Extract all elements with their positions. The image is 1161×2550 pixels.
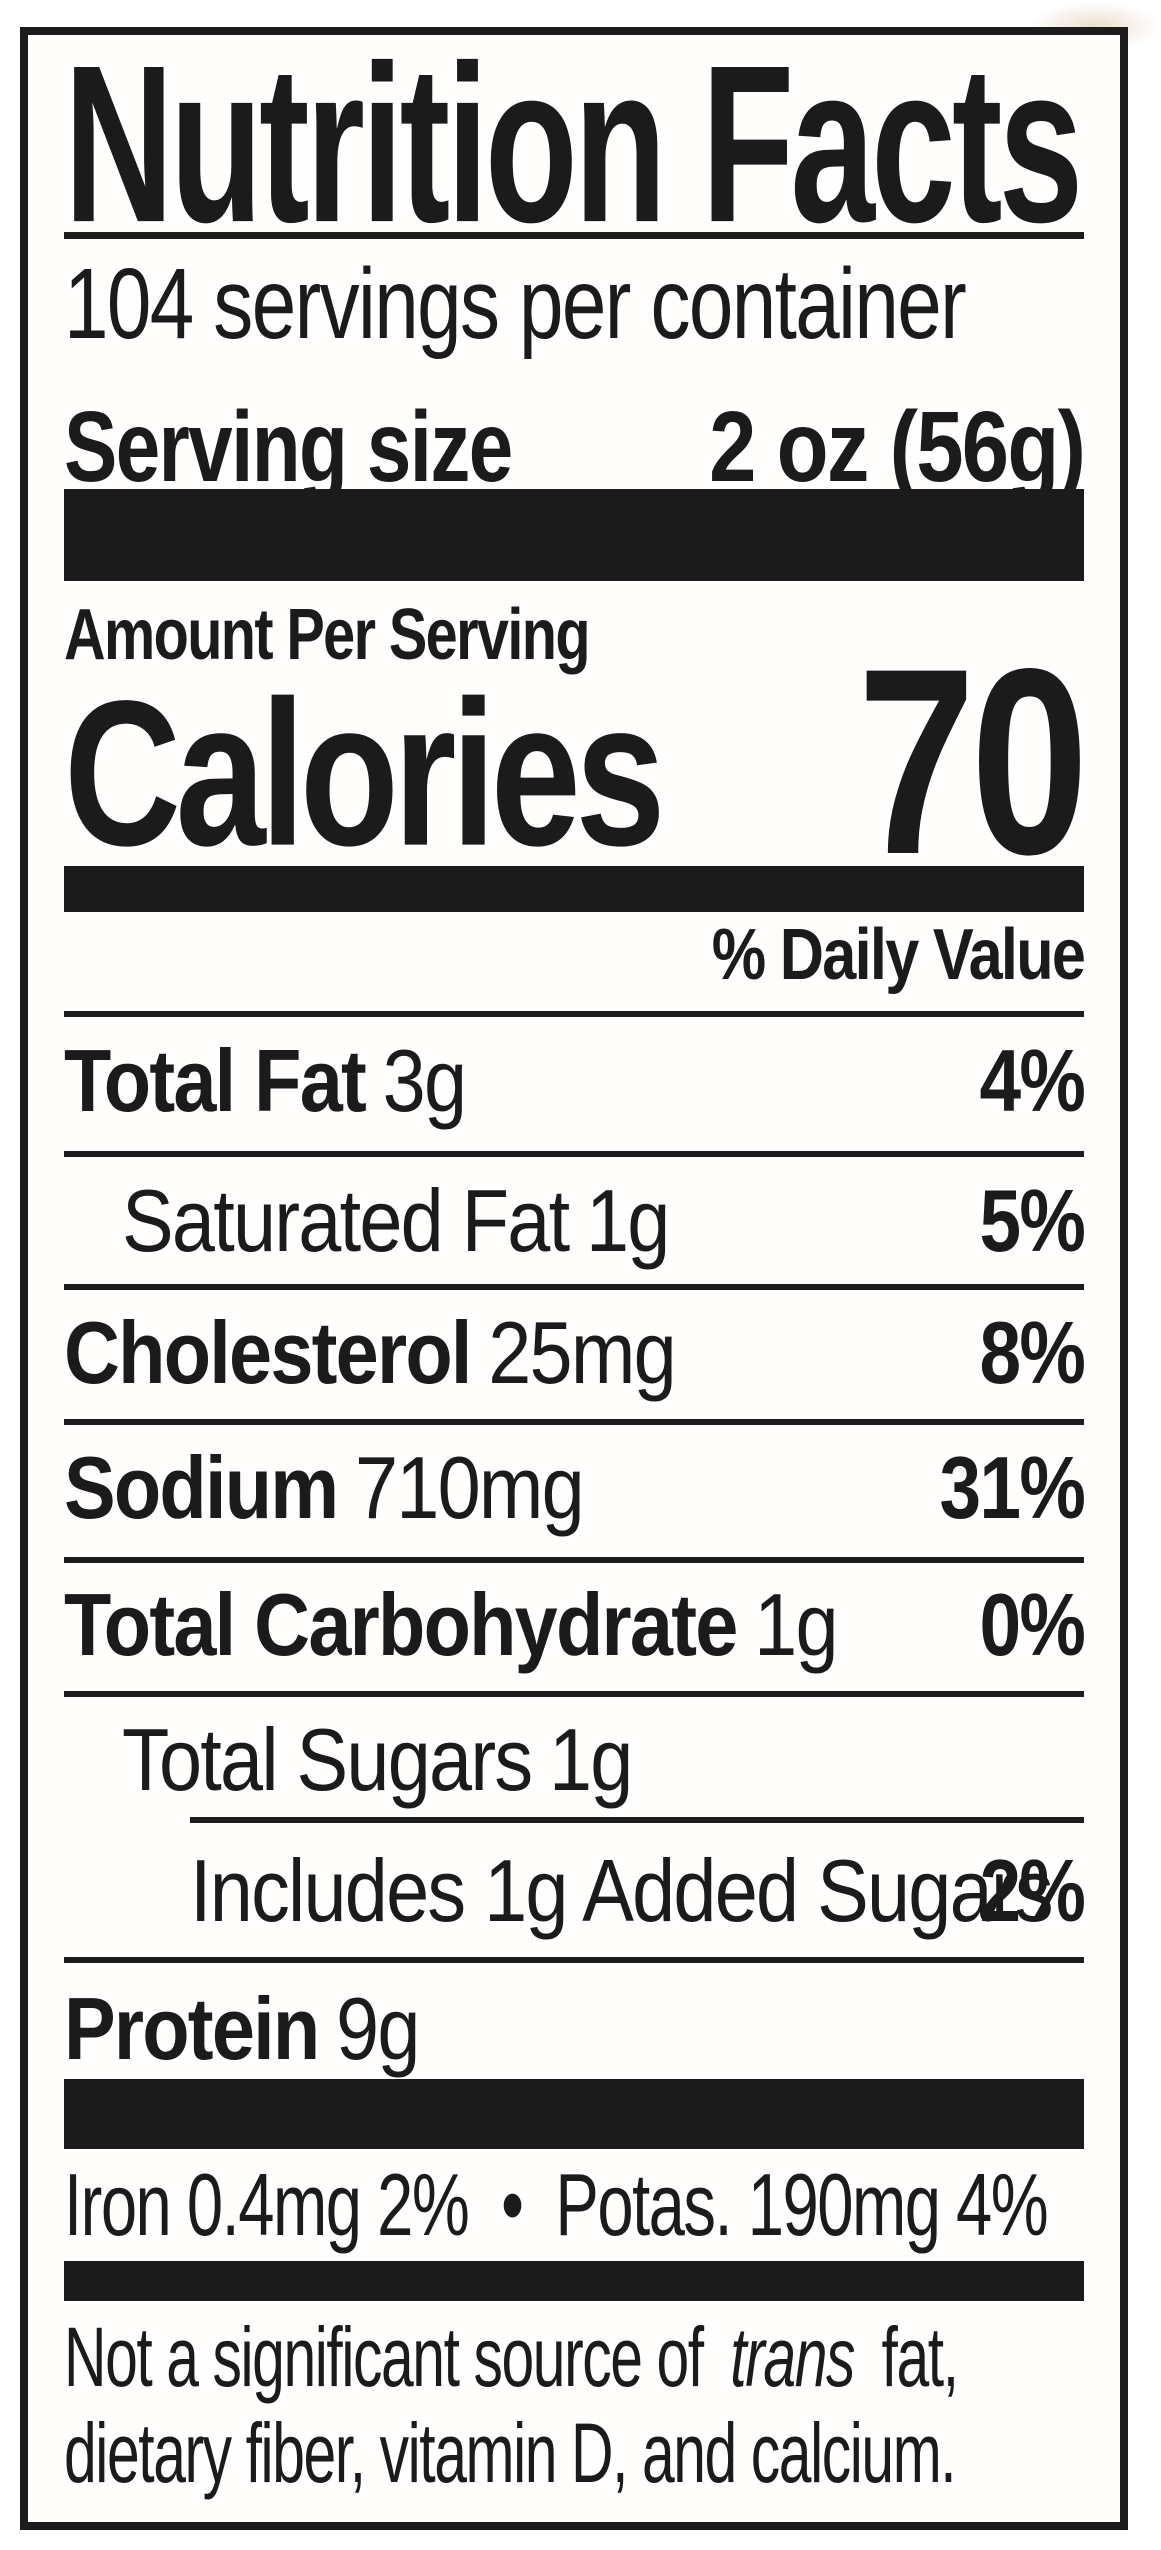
footnote-italic-trans: trans [730,2310,855,2404]
footnote-text: fat, [881,2310,960,2404]
medium-bar [64,866,1084,912]
row-saturated-fat: Saturated Fat 1g 5% [64,1171,1086,1270]
medium-bar [64,2261,1084,2301]
divider [64,1011,1084,1017]
serving-size-row: Serving size 2 oz (56g) [64,387,1086,507]
nutrient-amount: 25mg [488,1303,676,1402]
nutrition-facts-label: Nutrition Facts 104 servings per contain… [20,27,1128,2530]
title-box: Nutrition Facts [64,32,1084,256]
row-total-fat: Total Fat 3g 4% [64,1031,1086,1130]
nutrient-name: Cholesterol [64,1303,472,1402]
divider [64,1557,1084,1563]
thick-bar [64,489,1084,581]
divider [64,1419,1084,1425]
nutrient-name: Protein [64,1979,320,2078]
nutrient-amount: 3g [382,1031,467,1130]
daily-value-header: % Daily Value [711,915,1085,995]
row-total-sugars: Total Sugars 1g [64,1713,1084,1807]
row-sodium: Sodium 710mg 31% [64,1438,1086,1537]
divider [64,232,1084,239]
iron-value: Iron 0.4mg 2% [64,2155,470,2254]
nutrient-amount: 710mg [354,1438,585,1537]
divider [64,1151,1084,1157]
divider [64,1691,1084,1697]
calories-row: Calories 70 [64,630,1089,895]
daily-value: 8% [979,1303,1085,1402]
nutrient-name: Total Sugars [122,1710,533,1809]
servings-per-container: 104 servings per container [64,248,967,360]
nutrient-amount: 9g [336,1979,420,2078]
row-added-sugars: Includes 1g Added Sugars 2% [64,1841,1086,1941]
footnote-line-1: Not a significant source of trans fat, [64,2307,1084,2407]
nutrient-name: Saturated Fat [122,1171,570,1270]
row-protein: Protein 9g [64,1981,1084,2077]
daily-value: 4% [979,1031,1085,1130]
serving-size-label: Serving size [64,391,513,503]
potassium-value: Potas. 190mg 4% [555,2155,1048,2254]
daily-value: 2% [979,1841,1085,1940]
nutrient-name: Includes 1g Added Sugars [190,1841,1054,1940]
thick-bar [64,2079,1084,2149]
daily-value: 31% [939,1438,1085,1537]
daily-value: 5% [979,1171,1085,1270]
row-total-carbohydrate: Total Carbohydrate 1g 0% [64,1575,1086,1675]
footnote-text: Not a significant source of [64,2310,704,2404]
divider [64,1284,1084,1290]
nutrient-amount: 1g [585,1171,670,1270]
row-cholesterol: Cholesterol 25mg 8% [64,1303,1086,1402]
serving-size-value: 2 oz (56g) [708,391,1086,503]
footnote-line-2: dietary fiber, vitamin D, and calcium. [64,2406,957,2500]
minerals-row: Iron 0.4mg 2% • Potas. 190mg 4% [64,2157,1084,2253]
daily-value: 0% [979,1575,1085,1674]
nutrient-name: Total Carbohydrate [64,1575,738,1674]
divider-indented [190,1817,1084,1823]
divider [64,1957,1084,1963]
calories-label: Calories [64,658,666,890]
nutrient-name: Total Fat [64,1031,367,1130]
nutrient-amount: 1g [548,1710,633,1809]
nutrient-name: Sodium [64,1438,339,1537]
bullet-icon: • [501,2155,524,2254]
label-title: Nutrition Facts [64,19,1083,270]
calories-value: 70 [857,614,1089,910]
amount-per-serving: Amount Per Serving [64,595,591,675]
nutrient-amount: 1g [754,1575,838,1674]
